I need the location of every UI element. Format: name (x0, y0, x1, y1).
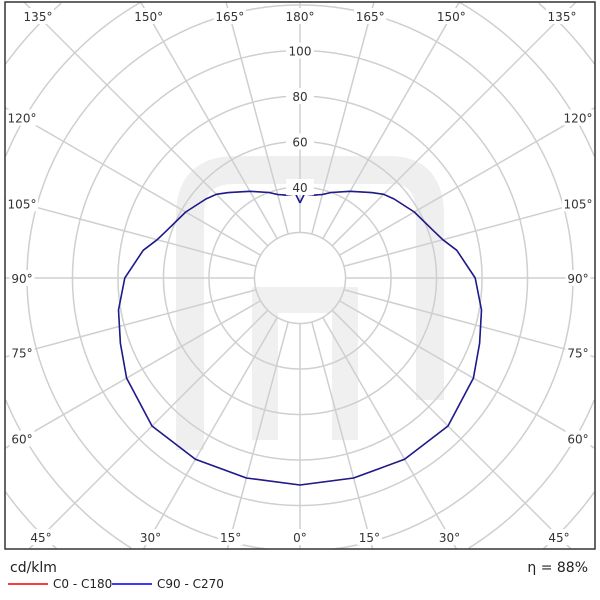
grid-spoke (28, 309, 269, 550)
grid-spoke (4, 107, 261, 256)
angle-label: 105° (564, 198, 593, 212)
grid-spoke (142, 317, 278, 550)
angle-label: 150° (134, 10, 163, 24)
grid-ring (26, 4, 574, 550)
series-c90-c270-line (117, 190, 483, 486)
grid-spoke (322, 1, 460, 239)
grid-spoke (4, 289, 257, 358)
grid-ring (5, 1, 595, 549)
angle-label: 180° (286, 10, 315, 24)
angle-label: 75° (567, 346, 588, 360)
grid-spoke (226, 321, 289, 550)
efficiency-label: η = 88% (527, 560, 588, 576)
angle-label: 45° (30, 531, 51, 545)
legend-item-c0: C0 - C180 (8, 577, 112, 591)
grid-spoke (311, 321, 374, 550)
angle-label: 135° (24, 10, 53, 24)
angle-label: 120° (564, 111, 593, 125)
angle-label: 15° (359, 531, 380, 545)
angle-label: 60° (11, 433, 32, 447)
legend-swatch-red (8, 583, 48, 585)
angle-label: 90° (11, 272, 32, 286)
legend-label: C0 - C180 (53, 577, 113, 591)
grid-spoke (322, 317, 458, 550)
grid-spoke (343, 198, 596, 267)
angle-label: 90° (567, 272, 588, 286)
angle-label: 45° (548, 531, 569, 545)
grid-spoke (4, 198, 257, 267)
grid-spoke (331, 309, 572, 550)
radial-tick-label: 80 (292, 90, 307, 104)
grid-spoke (339, 300, 596, 449)
angle-label: 30° (439, 531, 460, 545)
angle-label: 150° (437, 10, 466, 24)
grid-spoke (339, 107, 596, 256)
angle-label: 165° (215, 10, 244, 24)
grid-spoke (4, 300, 261, 449)
angle-label: 15° (220, 531, 241, 545)
grid-spoke (140, 1, 278, 239)
grid-ring (4, 2, 596, 550)
angle-label: 60° (567, 433, 588, 447)
angle-label: 105° (8, 198, 37, 212)
radial-tick-label: 100 (289, 45, 312, 59)
angle-label: 120° (8, 111, 37, 125)
angle-label: 75° (11, 346, 32, 360)
angle-label: 30° (140, 531, 161, 545)
legend-swatch-blue (112, 583, 152, 585)
angle-label: 135° (548, 10, 577, 24)
grid-spoke (311, 1, 375, 235)
angle-label: 0° (293, 531, 307, 545)
legend-label: C90 - C270 (157, 577, 224, 591)
angle-label: 165° (356, 10, 385, 24)
plot-frame (4, 1, 596, 550)
watermark-logo (176, 156, 444, 450)
radial-tick-label: 60 (292, 136, 307, 150)
unit-label: cd/klm (10, 560, 57, 576)
grid-spoke (331, 1, 577, 247)
polar-chart: 40 60 80 100 135° 150° 165° 180° 165° 150° 135° 120… (4, 1, 596, 550)
radial-tick-label: 40 (292, 181, 307, 195)
grid-spoke (343, 289, 596, 358)
legend-item-c90: C90 - C270 (112, 577, 224, 591)
grid-spoke (23, 1, 269, 247)
grid-spoke (225, 1, 289, 235)
